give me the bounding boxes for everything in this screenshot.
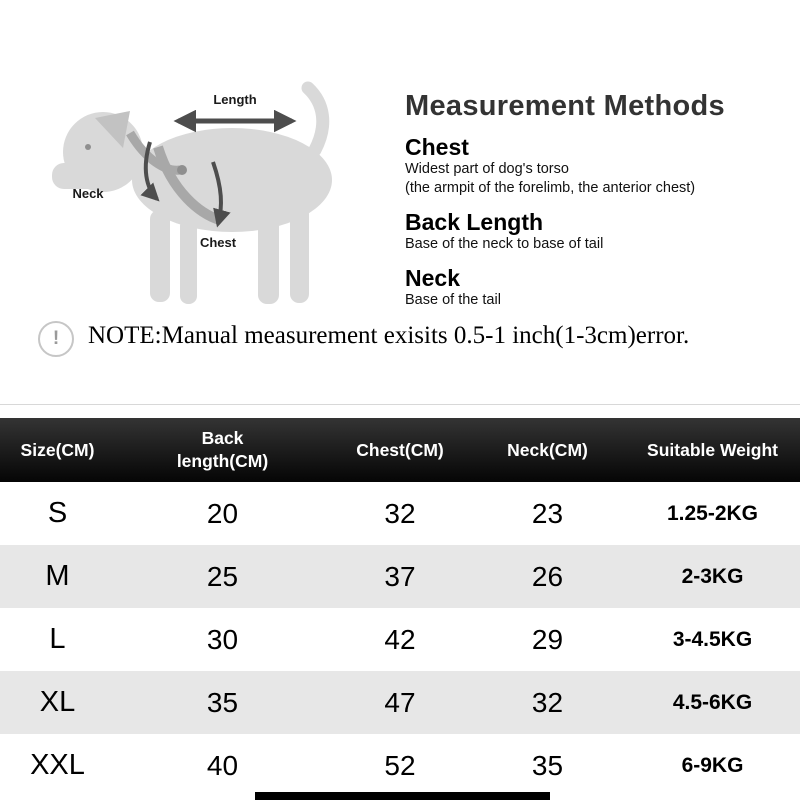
cell-weight: 3-4.5KG bbox=[672, 627, 753, 651]
term-back-length: Back Length bbox=[405, 208, 544, 235]
table-row: L 30 42 29 3-4.5KG bbox=[0, 608, 800, 671]
dog-back-leg bbox=[258, 214, 279, 304]
cell-back: 25 bbox=[206, 560, 239, 592]
dog-front-leg bbox=[150, 210, 170, 302]
cell-weight: 4.5-6KG bbox=[672, 690, 753, 714]
cell-back: 40 bbox=[206, 749, 239, 781]
cell-neck: 35 bbox=[531, 749, 564, 781]
cell-size: S bbox=[47, 497, 68, 529]
length-label: Length bbox=[213, 92, 256, 107]
dog-ear bbox=[95, 111, 130, 148]
section-divider bbox=[0, 404, 800, 405]
harness-ring bbox=[177, 165, 187, 175]
header-back-length: Back length(CM) bbox=[176, 428, 269, 471]
header-chest: Chest(CM) bbox=[356, 439, 444, 460]
section-title: Measurement Methods bbox=[405, 90, 725, 122]
header-weight: Suitable Weight bbox=[647, 439, 778, 460]
cell-chest: 32 bbox=[384, 497, 416, 529]
neck-label: Neck bbox=[72, 186, 104, 201]
neck-arrow bbox=[140, 141, 160, 202]
term-neck-desc: Base of the tail bbox=[405, 292, 501, 309]
cell-back: 35 bbox=[206, 686, 239, 718]
table-row: S 20 32 23 1.25-2KG bbox=[0, 482, 800, 545]
cell-weight: 2-3KG bbox=[681, 564, 744, 588]
note-text: NOTE:Manual measurement exisits 0.5-1 in… bbox=[88, 322, 690, 349]
chest-label: Chest bbox=[200, 235, 237, 250]
chest-arrow bbox=[211, 161, 231, 228]
cell-weight: 1.25-2KG bbox=[666, 501, 759, 525]
cell-chest: 37 bbox=[384, 560, 416, 592]
harness-neck-strap bbox=[126, 130, 181, 175]
cell-size: L bbox=[49, 623, 66, 655]
measurement-arrows bbox=[140, 109, 297, 228]
cell-neck: 29 bbox=[531, 623, 564, 655]
dog-front-leg-2 bbox=[180, 218, 197, 304]
cell-neck: 32 bbox=[531, 686, 564, 718]
cell-chest: 52 bbox=[384, 749, 416, 781]
cell-chest: 42 bbox=[384, 623, 416, 655]
cell-back: 20 bbox=[206, 497, 239, 529]
cell-chest: 47 bbox=[384, 686, 416, 718]
dog-eye bbox=[85, 144, 91, 150]
cell-weight: 6-9KG bbox=[681, 753, 744, 777]
cell-size: XXL bbox=[30, 749, 85, 781]
term-chest-desc-line1: Widest part of dog's torso bbox=[405, 161, 569, 178]
dog-tail bbox=[301, 81, 330, 157]
measurement-methods-section: Measurement Methods Chest Widest part of… bbox=[405, 90, 795, 310]
dog-measurement-diagram: Length Neck Chest bbox=[52, 81, 332, 304]
table-row: XXL 40 52 35 6-9KG bbox=[0, 734, 800, 797]
dog-back-leg-2 bbox=[290, 205, 309, 303]
table-row: M 25 37 26 2-3KG bbox=[0, 545, 800, 608]
cell-size: M bbox=[45, 560, 70, 592]
header-neck: Neck(CM) bbox=[507, 439, 588, 460]
bottom-bar bbox=[255, 792, 550, 800]
term-neck: Neck bbox=[405, 265, 460, 292]
dog-body bbox=[132, 128, 332, 232]
table-header-row: Size(CM) Back length(CM) Chest(CM) Neck(… bbox=[0, 418, 800, 482]
term-chest-desc-line2: (the armpit of the forelimb, the anterio… bbox=[405, 180, 696, 197]
header-size: Size(CM) bbox=[20, 439, 95, 460]
size-table: Size(CM) Back length(CM) Chest(CM) Neck(… bbox=[0, 418, 800, 797]
term-chest: Chest bbox=[405, 134, 469, 160]
dog-muzzle bbox=[52, 163, 102, 189]
cell-back: 30 bbox=[206, 623, 239, 655]
cell-size: XL bbox=[39, 686, 76, 718]
cell-neck: 23 bbox=[531, 497, 564, 529]
cell-neck: 26 bbox=[531, 560, 564, 592]
term-back-length-desc: Base of the neck to base of tail bbox=[405, 236, 604, 253]
exclamation-icon: ! bbox=[38, 321, 74, 357]
table-row: XL 35 47 32 4.5-6KG bbox=[0, 671, 800, 734]
